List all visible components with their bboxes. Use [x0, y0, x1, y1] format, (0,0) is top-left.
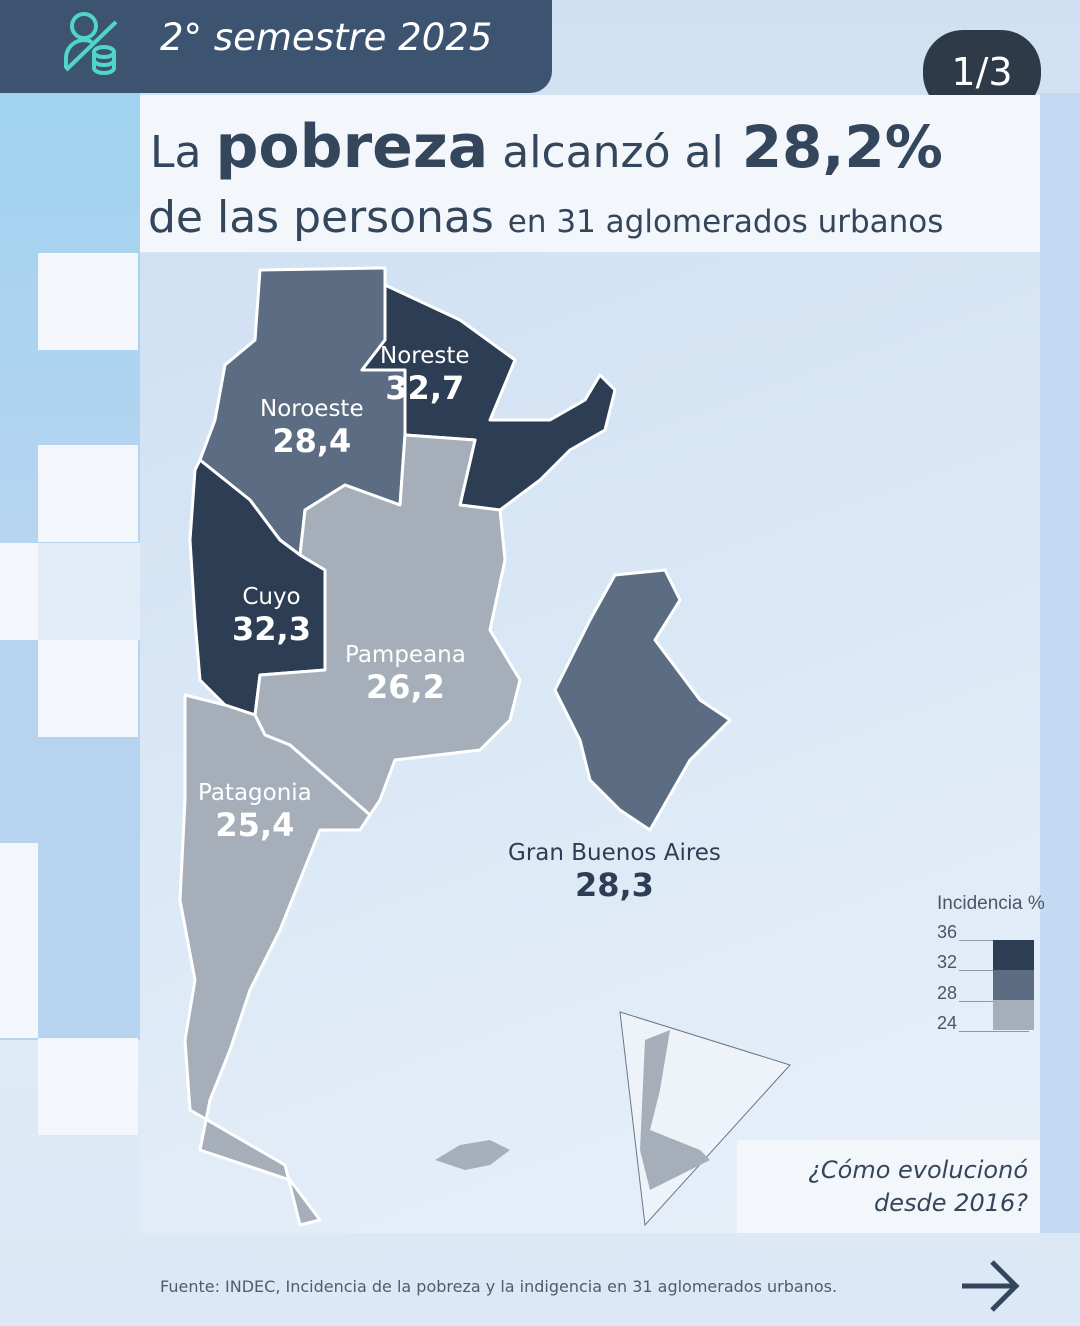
- decor: [38, 445, 138, 542]
- decor: [1040, 93, 1080, 1233]
- region-patagonia[interactable]: [178, 693, 372, 1227]
- antarctic-land: [640, 1030, 710, 1190]
- region-name: Gran Buenos Aires: [508, 840, 721, 866]
- headline-mid: alcanzó al: [488, 127, 724, 178]
- legend-swatch-light: [993, 1000, 1034, 1030]
- label-gran-buenos-aires: Gran Buenos Aires 28,3: [508, 840, 721, 904]
- legend: Incidencia % 36 32 28 24: [937, 893, 1045, 1033]
- headline-line2-small: en 31 aglomerados urbanos: [507, 204, 944, 240]
- region-gran-buenos-aires[interactable]: [553, 568, 732, 832]
- region-noreste[interactable]: [360, 283, 617, 512]
- person-coins-crossed-icon: [64, 12, 118, 75]
- next-question: ¿Cómo evolucionó desde 2016?: [737, 1140, 1040, 1233]
- period-header: 2° semestre 2025: [0, 0, 552, 93]
- decor: [0, 843, 38, 1038]
- headline-bold: pobreza: [215, 112, 489, 182]
- label-noroeste: Noroeste 28,4: [260, 396, 364, 460]
- headline-line2: de las personas en 31 aglomerados urbano…: [148, 192, 943, 243]
- period-title: 2° semestre 2025: [160, 16, 493, 59]
- source-footer: Fuente: INDEC, Incidencia de la pobreza …: [160, 1277, 838, 1296]
- region-value: 32,3: [232, 610, 311, 648]
- decor: [0, 543, 38, 640]
- label-noreste: Noreste 32,7: [380, 343, 470, 407]
- decor: [38, 1038, 138, 1135]
- region-value: 32,7: [385, 369, 465, 407]
- arrow-right-icon[interactable]: [958, 1254, 1022, 1318]
- legend-tick: 24: [937, 1013, 958, 1033]
- malvinas-islands: [435, 1140, 510, 1170]
- question-line2: desde 2016?: [874, 1189, 1028, 1217]
- region-name: Patagonia: [198, 780, 312, 806]
- region-pampeana[interactable]: [253, 433, 522, 817]
- legend-swatch-mid: [993, 970, 1034, 1000]
- label-pampeana: Pampeana 26,2: [345, 642, 466, 706]
- headline-pre: La: [150, 127, 216, 178]
- region-value: 25,4: [215, 806, 295, 844]
- region-value: 26,2: [365, 668, 445, 706]
- legend-tick: 28: [937, 983, 958, 1003]
- region-name: Noroeste: [260, 396, 364, 422]
- label-cuyo: Cuyo 32,3: [232, 584, 311, 648]
- headline-line2-big: de las personas: [148, 192, 508, 243]
- question-line1: ¿Cómo evolucionó: [808, 1156, 1028, 1184]
- title-box: [140, 95, 1040, 252]
- headline-percent: 28,2%: [741, 113, 943, 181]
- legend-tick: 32: [937, 952, 958, 972]
- region-value: 28,3: [574, 866, 654, 904]
- decor: [38, 640, 138, 737]
- headline-line1: La pobreza alcanzó al 28,2%: [150, 112, 943, 182]
- decor: [38, 253, 138, 350]
- region-name: Cuyo: [242, 584, 301, 610]
- region-name: Pampeana: [345, 642, 466, 668]
- region-value: 28,4: [272, 422, 352, 460]
- label-patagonia: Patagonia 25,4: [198, 780, 312, 844]
- region-name: Noreste: [380, 343, 470, 369]
- legend-swatch-dark: [993, 940, 1034, 970]
- legend-title: Incidencia %: [937, 893, 1045, 914]
- legend-tick: 36: [937, 922, 958, 942]
